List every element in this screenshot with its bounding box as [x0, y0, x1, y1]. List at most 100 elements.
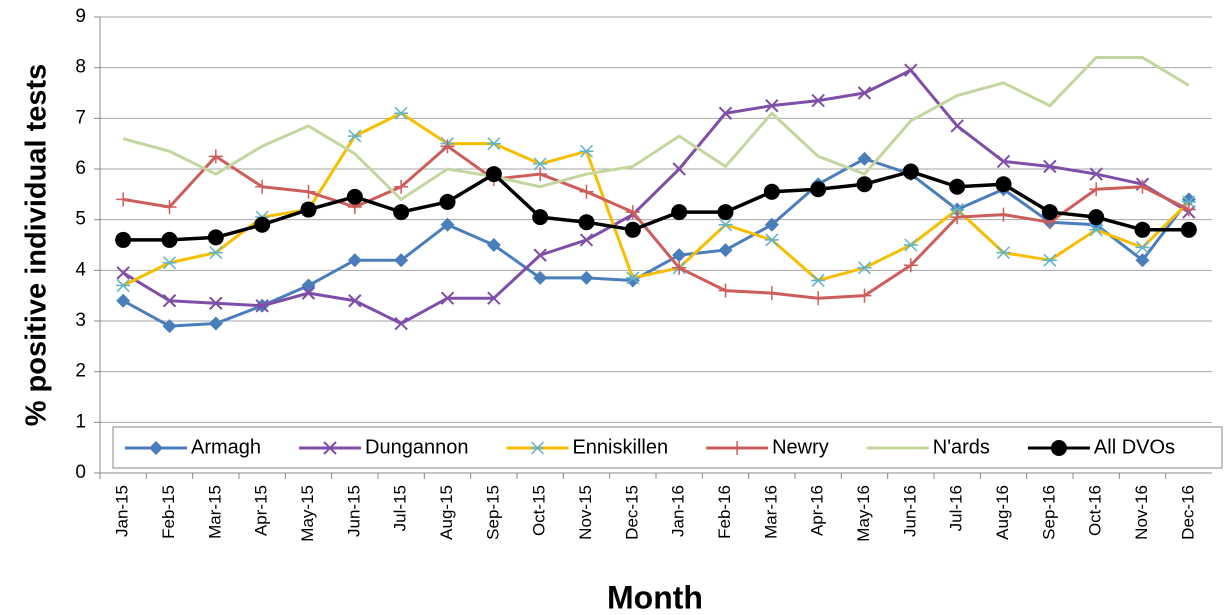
marker — [116, 293, 131, 308]
marker — [857, 151, 872, 166]
marker — [1135, 179, 1150, 194]
y-tick-label: 9 — [75, 6, 86, 27]
marker — [857, 261, 872, 275]
x-tick-label: Jun-16 — [900, 485, 919, 537]
marker — [764, 217, 779, 232]
x-tick-label: Nov-15 — [576, 485, 595, 540]
marker — [1134, 221, 1151, 238]
x-tick-label: Jul-16 — [947, 485, 966, 531]
marker — [671, 204, 688, 221]
marker — [579, 144, 594, 158]
marker — [533, 157, 548, 171]
marker — [730, 441, 745, 455]
marker — [1181, 192, 1196, 207]
marker — [255, 299, 269, 313]
x-tick-label: May-15 — [298, 485, 317, 542]
marker — [764, 233, 779, 247]
marker — [856, 176, 873, 193]
x-tick-label: Mar-16 — [761, 485, 780, 539]
marker — [902, 163, 919, 180]
y-tick-label: 7 — [75, 107, 86, 128]
marker — [1043, 159, 1057, 174]
x-tick-label: Jan-16 — [669, 485, 688, 537]
x-tick-label: Feb-15 — [159, 485, 178, 539]
marker — [718, 106, 733, 120]
marker — [348, 294, 362, 308]
marker — [530, 441, 545, 455]
x-tick-label: Dec-15 — [622, 485, 641, 540]
marker — [301, 278, 316, 293]
marker — [672, 162, 686, 176]
x-tick-label: Jul-15 — [391, 485, 410, 531]
marker — [625, 205, 640, 220]
marker — [533, 270, 548, 285]
marker — [208, 316, 223, 331]
marker — [579, 270, 594, 285]
x-tick-label: Oct-16 — [1086, 485, 1105, 536]
marker — [904, 63, 918, 77]
marker — [208, 246, 223, 260]
marker — [161, 231, 178, 248]
marker — [903, 238, 918, 252]
y-axis-title: % positive individual tests — [21, 64, 53, 427]
x-axis-title: Month — [607, 579, 703, 615]
marker — [950, 119, 964, 133]
marker — [300, 201, 317, 218]
marker — [393, 204, 410, 221]
marker — [162, 256, 177, 270]
marker — [995, 176, 1012, 193]
marker — [810, 181, 827, 198]
marker — [718, 283, 733, 298]
marker — [1135, 241, 1150, 255]
y-tick-label: 5 — [75, 209, 86, 230]
marker — [162, 294, 177, 308]
marker — [487, 291, 501, 305]
y-tick-label: 8 — [75, 57, 86, 78]
series-line — [123, 169, 1189, 242]
marker — [116, 279, 131, 293]
x-tick-label: Mar-15 — [205, 485, 224, 539]
series-line — [122, 68, 1190, 326]
marker — [950, 210, 965, 225]
x-tick-label: Dec-16 — [1178, 485, 1197, 540]
marker — [394, 316, 408, 331]
marker — [624, 221, 641, 238]
marker — [486, 137, 501, 151]
y-tick-label: 3 — [75, 310, 86, 331]
marker — [209, 296, 223, 310]
series-line — [122, 56, 1190, 201]
marker — [1050, 440, 1067, 456]
y-tick-label: 6 — [75, 158, 86, 179]
marker — [811, 291, 826, 306]
x-tick-label: May-16 — [854, 485, 873, 542]
marker — [625, 271, 640, 285]
marker — [347, 253, 362, 268]
marker — [579, 233, 594, 247]
marker — [857, 86, 872, 100]
marker — [1089, 182, 1104, 197]
marker — [533, 248, 547, 262]
marker — [765, 98, 779, 113]
x-tick-label: Jun-15 — [344, 485, 363, 537]
marker — [485, 166, 502, 183]
marker — [255, 179, 270, 194]
series-line — [122, 157, 1191, 328]
marker — [394, 106, 409, 120]
marker — [857, 288, 872, 303]
x-tick-label: Jan-15 — [113, 485, 132, 537]
marker — [346, 188, 363, 205]
x-tick-label: Nov-16 — [1132, 485, 1151, 540]
marker — [950, 203, 965, 217]
legend-label: Dungannon — [365, 436, 468, 458]
marker — [254, 216, 271, 233]
marker — [1088, 209, 1105, 226]
marker — [996, 207, 1011, 222]
marker — [996, 154, 1011, 169]
x-tick-label: Sep-16 — [1039, 485, 1058, 540]
marker — [764, 286, 779, 301]
marker — [162, 319, 177, 334]
marker — [533, 167, 548, 182]
marker — [1089, 223, 1104, 237]
legend-label: Newry — [772, 436, 829, 458]
